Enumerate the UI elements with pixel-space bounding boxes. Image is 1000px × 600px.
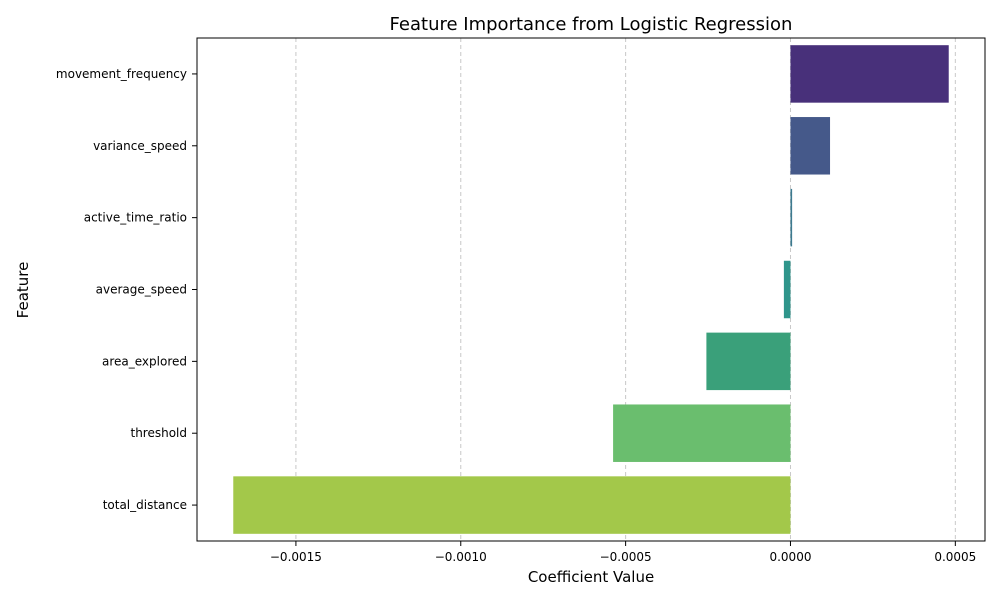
y-tick-label: movement_frequency bbox=[56, 67, 187, 81]
bars bbox=[233, 45, 949, 534]
y-tick-label: total_distance bbox=[103, 498, 187, 512]
x-tick-label: −0.0010 bbox=[435, 550, 487, 564]
plot-frame bbox=[196, 37, 986, 542]
y-axis-label: Feature bbox=[14, 262, 32, 319]
x-tick-label: −0.0015 bbox=[270, 550, 322, 564]
chart-title: Feature Importance from Logistic Regress… bbox=[390, 14, 793, 35]
bar-active-time-ratio bbox=[790, 188, 793, 247]
bar-average-speed bbox=[783, 260, 791, 319]
grid-lines bbox=[295, 38, 956, 541]
x-tick-label: 0.0000 bbox=[769, 550, 811, 564]
x-tick-label: 0.0005 bbox=[934, 550, 976, 564]
x-tick-label: −0.0005 bbox=[600, 550, 652, 564]
bar-variance-speed bbox=[790, 117, 831, 175]
bar-area-explored bbox=[706, 332, 791, 391]
y-tick-label: area_explored bbox=[102, 354, 187, 368]
y-tick-label: average_speed bbox=[96, 283, 187, 297]
y-tick-label: variance_speed bbox=[93, 139, 187, 153]
bar-total-distance bbox=[233, 476, 791, 534]
bar-threshold bbox=[613, 404, 791, 462]
y-tick-label: threshold bbox=[130, 426, 187, 440]
bar-movement-frequency bbox=[790, 45, 949, 103]
y-axis-ticks: movement_frequency variance_speed active_t… bbox=[56, 67, 197, 512]
x-axis-ticks: −0.0015 −0.0010 −0.0005 0.0000 0.0005 bbox=[270, 541, 976, 564]
x-axis-label: Coefficient Value bbox=[528, 568, 654, 586]
y-tick-label: active_time_ratio bbox=[84, 211, 187, 225]
